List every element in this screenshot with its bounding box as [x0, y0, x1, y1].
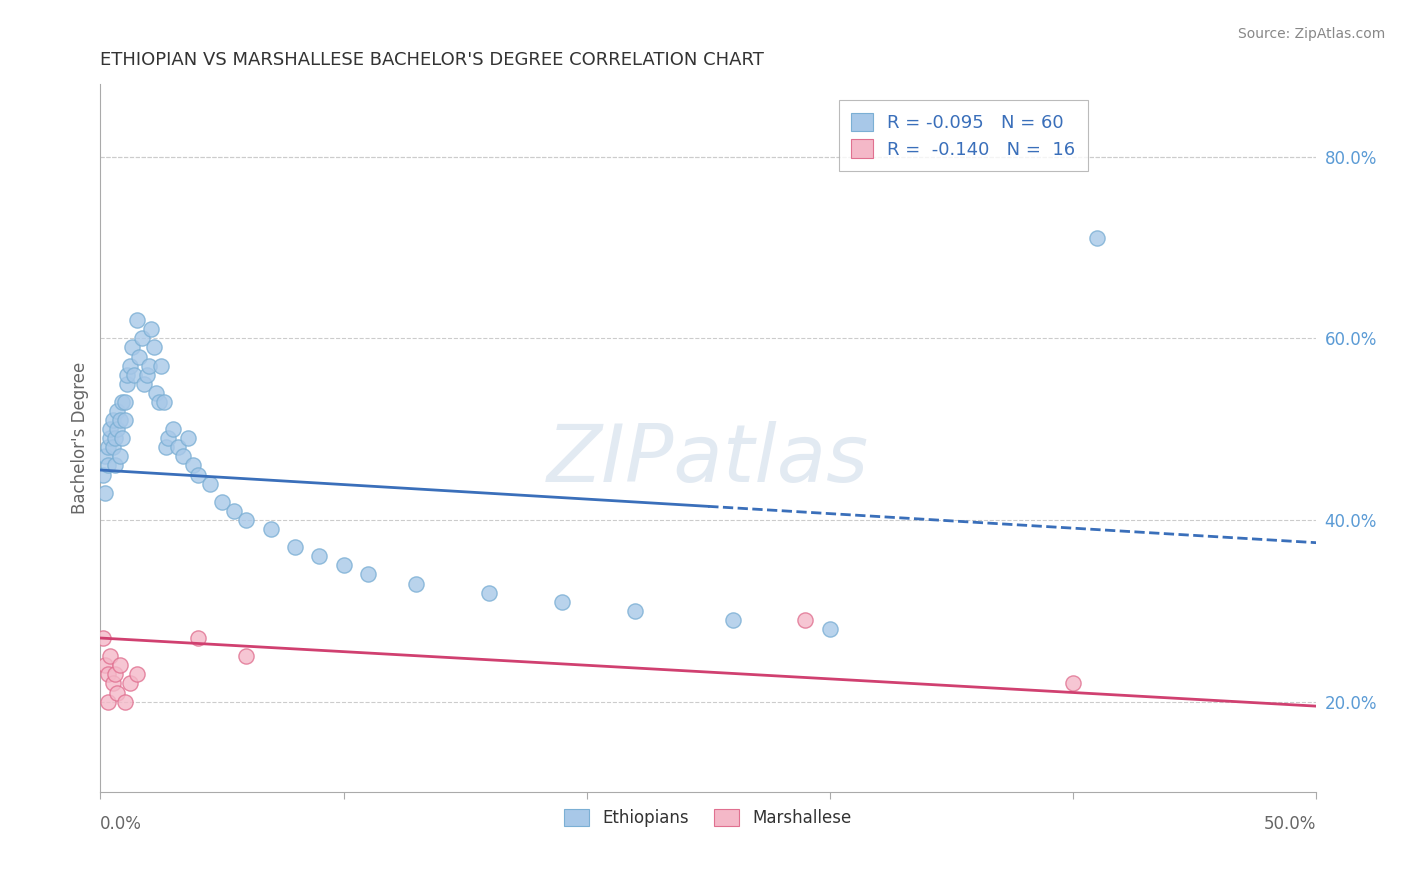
Point — [794, 613, 817, 627]
Point — [259, 522, 281, 536]
Point — [478, 585, 501, 599]
Point — [108, 658, 131, 673]
Point — [101, 440, 124, 454]
Point — [115, 376, 138, 391]
Point — [105, 404, 128, 418]
Point — [141, 322, 163, 336]
Point — [235, 649, 257, 664]
Point — [97, 458, 120, 473]
Point — [104, 667, 127, 681]
Point — [125, 667, 148, 681]
Point — [1062, 676, 1084, 690]
Point — [101, 676, 124, 690]
Point — [405, 576, 427, 591]
Point — [94, 658, 117, 673]
Point — [157, 431, 180, 445]
Point — [177, 431, 200, 445]
Point — [148, 395, 170, 409]
Point — [125, 313, 148, 327]
Point — [97, 667, 120, 681]
Point — [131, 331, 153, 345]
Point — [118, 676, 141, 690]
Point — [105, 422, 128, 436]
Point — [357, 567, 380, 582]
Point — [91, 467, 114, 482]
Point — [114, 395, 136, 409]
Point — [91, 631, 114, 645]
Point — [108, 450, 131, 464]
Point — [198, 476, 221, 491]
Point — [551, 595, 574, 609]
Point — [142, 341, 165, 355]
Point — [94, 485, 117, 500]
Text: ZIPatlas: ZIPatlas — [547, 420, 869, 499]
Point — [308, 549, 330, 564]
Point — [211, 495, 233, 509]
Point — [138, 359, 160, 373]
Point — [152, 395, 174, 409]
Point — [111, 431, 134, 445]
Point — [145, 385, 167, 400]
Text: 0.0%: 0.0% — [100, 815, 142, 833]
Point — [114, 695, 136, 709]
Point — [624, 604, 647, 618]
Point — [98, 431, 121, 445]
Point — [97, 695, 120, 709]
Text: ETHIOPIAN VS MARSHALLESE BACHELOR'S DEGREE CORRELATION CHART: ETHIOPIAN VS MARSHALLESE BACHELOR'S DEGR… — [100, 51, 765, 69]
Point — [94, 450, 117, 464]
Point — [150, 359, 173, 373]
Text: 50.0%: 50.0% — [1264, 815, 1316, 833]
Point — [167, 440, 190, 454]
Point — [332, 558, 354, 573]
Point — [284, 540, 307, 554]
Point — [114, 413, 136, 427]
Point — [115, 368, 138, 382]
Point — [162, 422, 184, 436]
Point — [104, 458, 127, 473]
Point — [1085, 231, 1108, 245]
Point — [98, 649, 121, 664]
Point — [187, 467, 209, 482]
Point — [97, 440, 120, 454]
Point — [104, 431, 127, 445]
Point — [108, 413, 131, 427]
Point — [172, 450, 194, 464]
Point — [155, 440, 177, 454]
Point — [121, 341, 143, 355]
Point — [134, 376, 156, 391]
Point — [222, 504, 245, 518]
Point — [818, 622, 841, 636]
Point — [128, 350, 150, 364]
Point — [181, 458, 204, 473]
Point — [118, 359, 141, 373]
Y-axis label: Bachelor's Degree: Bachelor's Degree — [72, 362, 89, 515]
Point — [101, 413, 124, 427]
Point — [721, 613, 744, 627]
Point — [187, 631, 209, 645]
Point — [124, 368, 146, 382]
Point — [98, 422, 121, 436]
Point — [105, 685, 128, 699]
Text: Source: ZipAtlas.com: Source: ZipAtlas.com — [1237, 27, 1385, 41]
Point — [235, 513, 257, 527]
Point — [135, 368, 157, 382]
Legend: Ethiopians, Marshallese: Ethiopians, Marshallese — [558, 802, 859, 834]
Point — [111, 395, 134, 409]
